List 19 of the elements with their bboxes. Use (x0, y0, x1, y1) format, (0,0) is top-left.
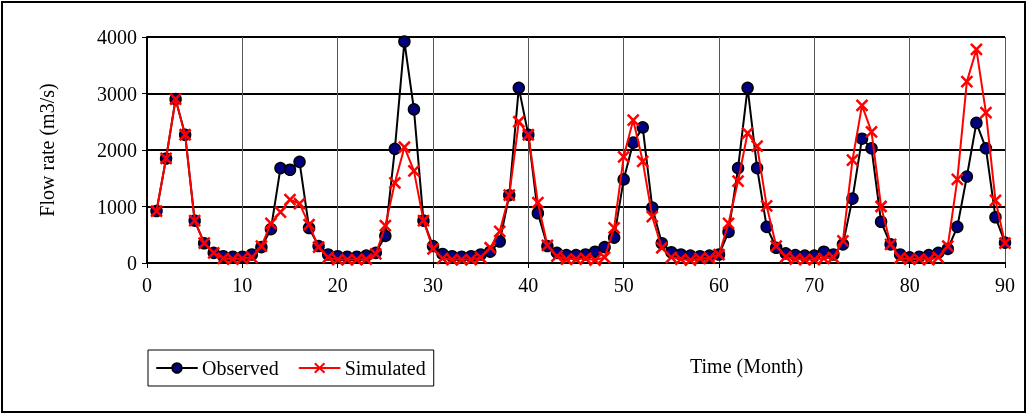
y-tick-label: 0 (127, 252, 137, 274)
x-axis-title: Time (Month) (690, 355, 804, 378)
x-tick-label: 10 (232, 274, 253, 296)
x-tick-label: 70 (804, 274, 825, 296)
x-tick-label: 0 (142, 274, 152, 296)
y-tick-label: 3000 (97, 82, 137, 105)
x-tick-label: 90 (995, 274, 1015, 296)
x-tick-label: 20 (327, 274, 348, 296)
x-tick-label: 50 (613, 274, 634, 296)
y-tick-label: 1000 (97, 195, 137, 218)
y-tick-label: 4000 (97, 26, 137, 48)
y-tick-label: 2000 (97, 139, 137, 161)
x-tick-label: 40 (518, 274, 539, 296)
x-tick-label: 80 (899, 274, 920, 296)
x-tick-label: 60 (709, 274, 729, 296)
y-axis-title: Flow rate (m3/s) (36, 83, 59, 217)
x-tick-label: 30 (423, 274, 443, 296)
legend-label: Observed (202, 357, 279, 379)
legend-label: Simulated (344, 357, 426, 379)
